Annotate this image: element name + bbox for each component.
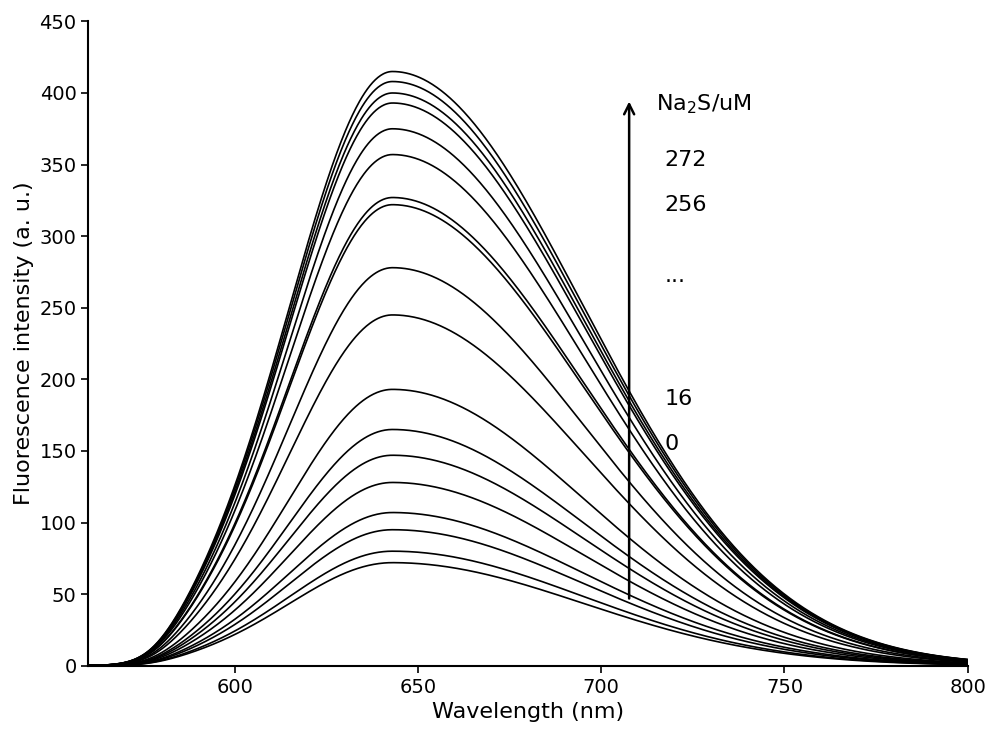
Text: Na$_2$S/uM: Na$_2$S/uM	[656, 92, 751, 116]
X-axis label: Wavelength (nm): Wavelength (nm)	[432, 702, 624, 722]
Text: ...: ...	[664, 266, 685, 286]
Y-axis label: Fluorescence intensity (a. u.): Fluorescence intensity (a. u.)	[14, 182, 34, 506]
Text: 0: 0	[664, 434, 679, 454]
Text: 256: 256	[664, 195, 707, 216]
Text: 16: 16	[664, 389, 693, 408]
Text: 272: 272	[664, 150, 707, 170]
